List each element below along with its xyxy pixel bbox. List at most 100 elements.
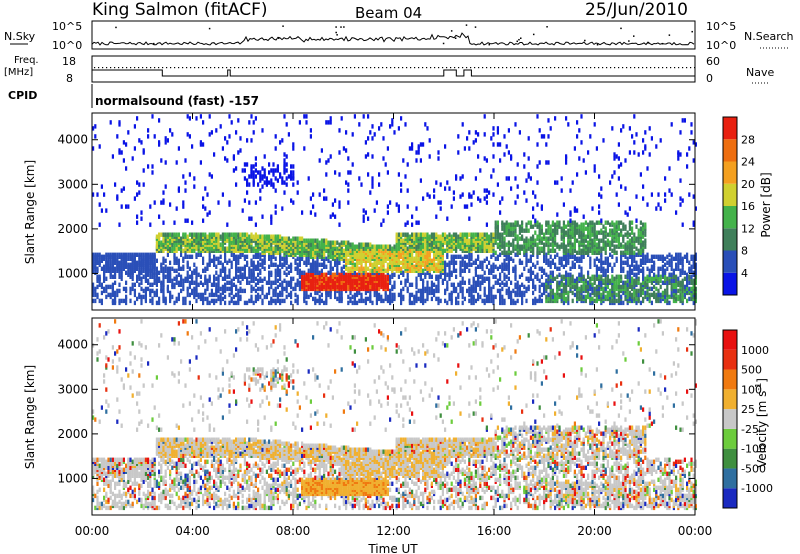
power-cell [578,251,580,255]
power-cell [545,243,547,247]
power-cell [176,206,178,210]
power-cell [206,263,208,267]
power-cell [228,293,230,297]
power-cell [305,291,307,295]
power-cell [327,271,329,275]
power-cell [532,235,534,239]
power-cell [442,237,444,241]
power-cell [530,271,532,275]
power-cell [468,263,470,267]
power-cell [222,245,224,249]
power-cell [561,257,563,261]
power-cell [158,297,160,301]
power-cell [213,237,215,241]
nsky-line [92,33,694,46]
power-cell [508,277,510,281]
power-cell [594,231,596,235]
power-cell [99,253,101,257]
power-cell [360,293,362,297]
power-cell [187,293,189,297]
power-cell [517,239,519,243]
power-cell [514,221,516,225]
power-cell [182,257,184,261]
power-cell [596,243,598,247]
power-cell [600,194,602,198]
power-cell [171,239,173,243]
power-cell [468,293,470,297]
power-cell [580,271,582,275]
power-cell [191,221,193,225]
power-cell [578,273,580,277]
power-cell [226,233,228,237]
power-cell [591,239,593,243]
power-cell [325,239,327,243]
power-cell [334,170,336,174]
power-cell [459,176,461,180]
power-cell [145,261,147,265]
power-cell [451,291,453,295]
power-cell [187,132,189,136]
power-cell [448,261,450,265]
power-cell [213,279,215,283]
power-cell [312,297,314,301]
power-cell [618,299,620,303]
power-cell [162,237,164,241]
power-cell [418,257,420,261]
power-cell [464,239,466,243]
power-cell [255,299,257,303]
power-cell [195,253,197,257]
power-cell [613,277,615,281]
power-cell [352,295,354,299]
power-cell [261,265,263,269]
power-cell [389,245,391,249]
power-cell [345,285,347,289]
power-cell [539,295,541,299]
power-cell [292,287,294,291]
power-cell [136,279,138,283]
power-cell [140,140,142,144]
power-cell [374,132,376,136]
power-cell [587,271,589,275]
power-cell [151,170,153,174]
power-cell [110,120,112,124]
power-cell [118,261,120,265]
power-cell [242,253,244,257]
power-cell [435,285,437,289]
power-cell [572,221,574,225]
nsky-dot [691,31,693,33]
power-cell [415,233,417,237]
power-cell [464,261,466,265]
power-cell [435,215,437,219]
power-cell [305,261,307,265]
power-cell [136,116,138,120]
power-cell [99,223,101,227]
power-cell [600,259,602,263]
power-cell [336,267,338,271]
power-cell [217,295,219,299]
power-cell [591,221,593,225]
beam-title: Beam 04 [355,4,422,22]
power-cell [444,144,446,148]
power-cell [508,223,510,227]
power-cell [563,225,565,229]
power-cell [512,231,514,235]
power-cell [253,174,255,178]
power-cell [451,271,453,275]
power-cell [402,287,404,291]
power-cell [248,200,250,204]
power-cell [363,208,365,212]
power-cell [187,219,189,223]
power-cell [211,299,213,303]
nave-dot [230,67,231,68]
power-cell [319,271,321,275]
power-cell [371,136,373,140]
power-cell [367,217,369,221]
power-cell [422,263,424,267]
power-cell [149,253,151,257]
power-cell [541,293,543,297]
power-cell [121,204,123,208]
power-cell [132,253,134,257]
power-cell [261,128,263,132]
power-cell [418,297,420,301]
power-cell [235,293,237,297]
